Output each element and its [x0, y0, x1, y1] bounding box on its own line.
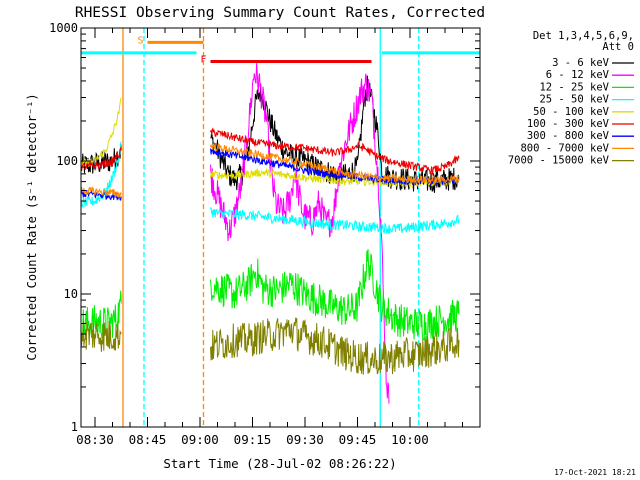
- interval-label: F: [201, 54, 207, 65]
- x-tick-label: 10:00: [391, 432, 429, 447]
- x-tick-label: 08:45: [129, 432, 167, 447]
- x-tick-label: 08:30: [76, 432, 114, 447]
- legend-label: 100 - 300 keV: [527, 118, 610, 130]
- interval-label: S: [138, 35, 144, 46]
- series-trace: [81, 97, 122, 169]
- x-tick-label: 09:00: [181, 432, 219, 447]
- legend-label: 12 - 25 keV: [539, 81, 609, 93]
- series-trace: [210, 127, 460, 176]
- x-tick-label: 09:15: [234, 432, 272, 447]
- series-trace: [81, 320, 122, 352]
- series-trace: [210, 248, 460, 341]
- series-trace: [210, 148, 460, 186]
- y-tick-label: 1000: [49, 21, 78, 35]
- y-tick-label: 100: [56, 154, 78, 168]
- legend-label: 800 - 7000 keV: [520, 142, 609, 154]
- series-trace: [81, 186, 122, 199]
- series-trace: [81, 290, 122, 340]
- x-tick-label: 09:45: [339, 432, 377, 447]
- series-trace: [210, 142, 460, 185]
- plot-data: SNF: [81, 28, 480, 427]
- legend-label: 300 - 800 keV: [527, 130, 610, 142]
- legend-header: Det 1,3,4,5,6,9,: [533, 30, 634, 42]
- legend-label: 6 - 12 keV: [546, 69, 610, 81]
- y-axis-label: Corrected Count Rate (s⁻¹ detector⁻¹): [25, 93, 39, 360]
- x-axis-label: Start Time (28-Jul-02 08:26:22): [163, 456, 396, 471]
- y-tick-label: 10: [64, 287, 78, 301]
- series-trace: [210, 207, 460, 235]
- legend-header: Att 0: [602, 41, 634, 53]
- series-trace: [210, 317, 460, 375]
- x-tick-label: 09:30: [286, 432, 324, 447]
- plot-frame: [80, 27, 481, 428]
- series-trace: [81, 143, 122, 174]
- legend-label: 3 - 6 keV: [552, 57, 610, 69]
- y-tick-label: 1: [71, 420, 78, 434]
- chart-title: RHESSI Observing Summary Count Rates, Co…: [75, 5, 485, 21]
- timestamp: 17-Oct-2021 18:21: [554, 468, 636, 477]
- legend-label: 25 - 50 keV: [539, 94, 609, 106]
- legend-label: 50 - 100 keV: [533, 106, 610, 118]
- legend-label: 7000 - 15000 keV: [508, 155, 610, 167]
- series-trace: [210, 63, 390, 404]
- series-trace: [81, 146, 122, 172]
- axes: 1 10 100 1000 08:30 08:45 09:00 09:15 09:30 09:45…: [49, 21, 481, 447]
